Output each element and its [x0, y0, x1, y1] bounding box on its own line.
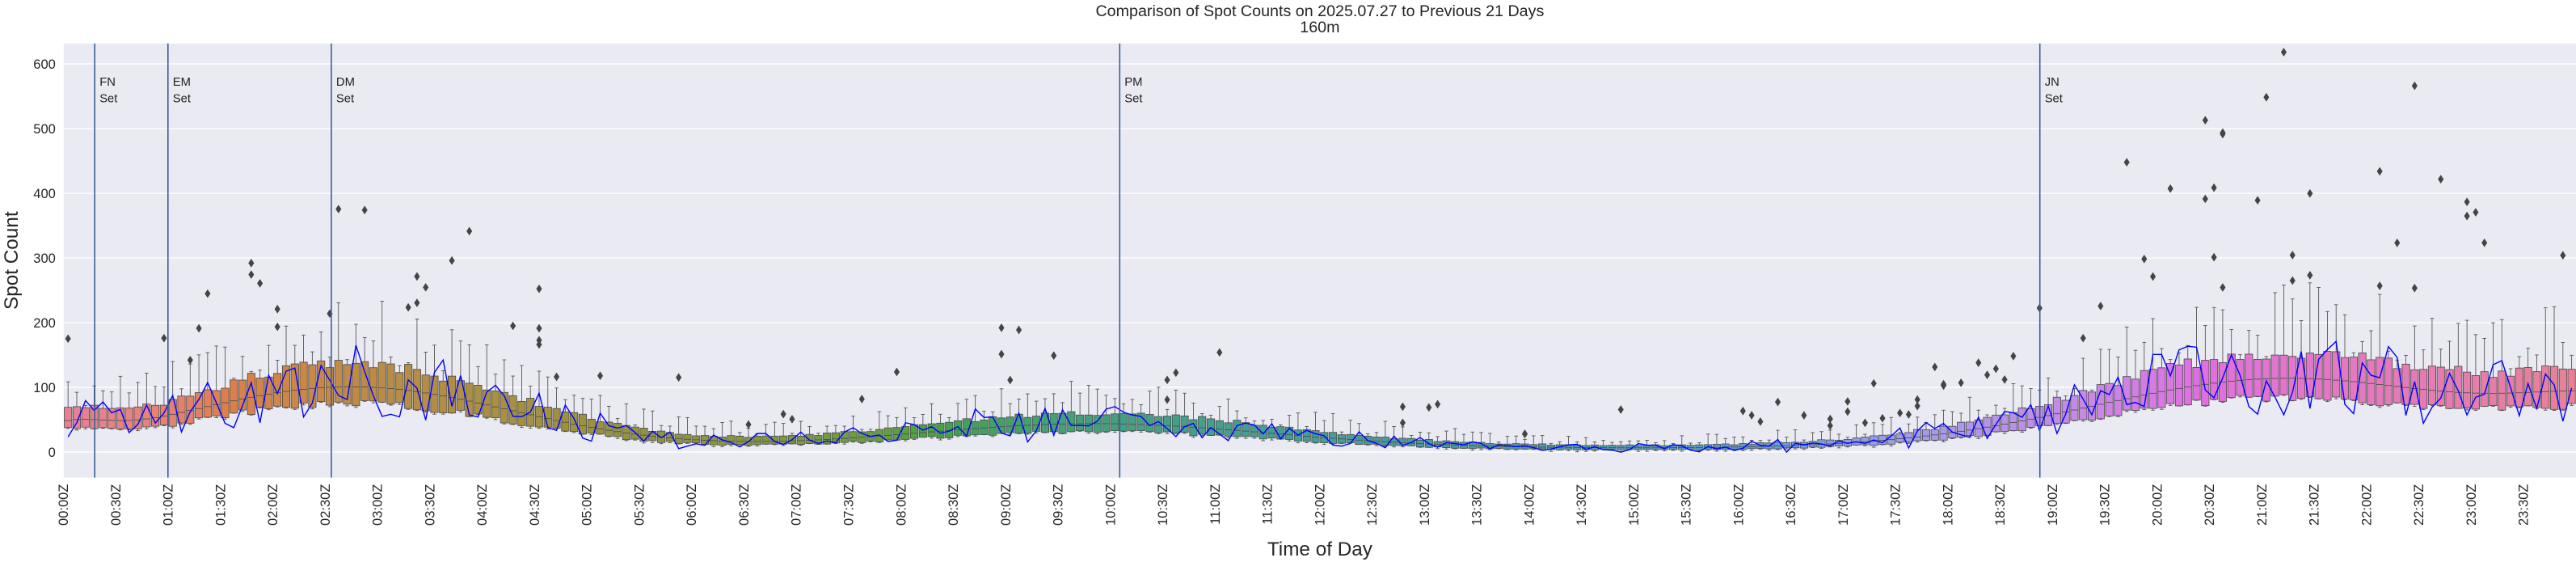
- svg-text:160m: 160m: [1300, 19, 1339, 36]
- svg-text:12:00Z: 12:00Z: [1313, 484, 1327, 526]
- svg-text:10:30Z: 10:30Z: [1156, 484, 1170, 526]
- svg-text:Time of Day: Time of Day: [1267, 539, 1373, 560]
- svg-text:16:00Z: 16:00Z: [1731, 484, 1746, 526]
- svg-text:02:00Z: 02:00Z: [266, 484, 280, 526]
- svg-text:00:30Z: 00:30Z: [109, 484, 124, 526]
- svg-text:22:00Z: 22:00Z: [2359, 484, 2374, 526]
- svg-text:05:00Z: 05:00Z: [580, 484, 595, 526]
- svg-text:400: 400: [33, 187, 56, 201]
- svg-text:18:00Z: 18:00Z: [1941, 484, 1955, 526]
- svg-text:01:30Z: 01:30Z: [213, 484, 228, 526]
- svg-text:EM: EM: [173, 76, 191, 89]
- svg-text:Spot Count: Spot Count: [1, 211, 23, 310]
- svg-text:11:00Z: 11:00Z: [1208, 484, 1223, 525]
- svg-text:03:30Z: 03:30Z: [423, 484, 437, 526]
- svg-text:10:00Z: 10:00Z: [1103, 484, 1118, 526]
- svg-text:600: 600: [33, 57, 56, 72]
- svg-text:01:00Z: 01:00Z: [162, 484, 176, 526]
- svg-text:Set: Set: [173, 92, 191, 105]
- svg-text:08:00Z: 08:00Z: [894, 484, 909, 526]
- svg-text:08:30Z: 08:30Z: [947, 484, 961, 526]
- svg-text:14:30Z: 14:30Z: [1575, 484, 1589, 526]
- svg-text:Comparison of Spot Counts on 2: Comparison of Spot Counts on 2025.07.27 …: [1095, 2, 1544, 20]
- svg-text:Set: Set: [336, 92, 354, 105]
- svg-text:15:00Z: 15:00Z: [1627, 484, 1642, 526]
- svg-text:11:30Z: 11:30Z: [1261, 484, 1275, 525]
- svg-text:04:30Z: 04:30Z: [528, 484, 542, 526]
- svg-text:18:30Z: 18:30Z: [1993, 484, 2008, 526]
- svg-text:500: 500: [33, 122, 56, 137]
- svg-text:Set: Set: [1124, 92, 1142, 105]
- svg-text:23:00Z: 23:00Z: [2464, 484, 2479, 526]
- svg-text:0: 0: [48, 446, 56, 460]
- svg-text:300: 300: [33, 251, 56, 266]
- svg-text:19:30Z: 19:30Z: [2098, 484, 2113, 526]
- svg-text:03:00Z: 03:00Z: [371, 484, 386, 526]
- svg-text:20:30Z: 20:30Z: [2203, 484, 2217, 526]
- svg-text:16:30Z: 16:30Z: [1784, 484, 1798, 526]
- svg-text:06:00Z: 06:00Z: [685, 484, 699, 526]
- svg-text:FN: FN: [99, 76, 116, 89]
- svg-text:14:00Z: 14:00Z: [1522, 484, 1537, 526]
- svg-text:PM: PM: [1124, 76, 1142, 89]
- svg-text:13:00Z: 13:00Z: [1418, 484, 1432, 526]
- svg-text:12:30Z: 12:30Z: [1365, 484, 1380, 526]
- svg-text:JN: JN: [2045, 76, 2060, 89]
- svg-text:06:30Z: 06:30Z: [737, 484, 752, 526]
- svg-text:20:00Z: 20:00Z: [2150, 484, 2165, 526]
- svg-text:Set: Set: [2045, 92, 2063, 105]
- svg-text:02:30Z: 02:30Z: [318, 484, 333, 526]
- svg-text:09:30Z: 09:30Z: [1052, 484, 1066, 526]
- svg-text:05:30Z: 05:30Z: [632, 484, 647, 526]
- svg-text:Set: Set: [99, 92, 117, 105]
- svg-text:07:30Z: 07:30Z: [842, 484, 857, 526]
- svg-text:DM: DM: [336, 76, 355, 89]
- svg-text:22:30Z: 22:30Z: [2412, 484, 2426, 526]
- svg-text:09:00Z: 09:00Z: [999, 484, 1014, 526]
- svg-text:23:30Z: 23:30Z: [2517, 484, 2532, 526]
- svg-text:07:00Z: 07:00Z: [790, 484, 804, 526]
- svg-text:200: 200: [33, 316, 56, 331]
- svg-text:04:00Z: 04:00Z: [475, 484, 490, 526]
- svg-text:13:30Z: 13:30Z: [1470, 484, 1485, 526]
- svg-text:21:30Z: 21:30Z: [2308, 484, 2322, 526]
- svg-text:17:00Z: 17:00Z: [1836, 484, 1851, 526]
- svg-text:100: 100: [33, 381, 56, 395]
- svg-text:21:00Z: 21:00Z: [2255, 484, 2270, 526]
- svg-text:19:00Z: 19:00Z: [2046, 484, 2060, 526]
- svg-text:17:30Z: 17:30Z: [1889, 484, 1904, 526]
- svg-text:00:00Z: 00:00Z: [57, 484, 71, 526]
- svg-text:15:30Z: 15:30Z: [1680, 484, 1694, 526]
